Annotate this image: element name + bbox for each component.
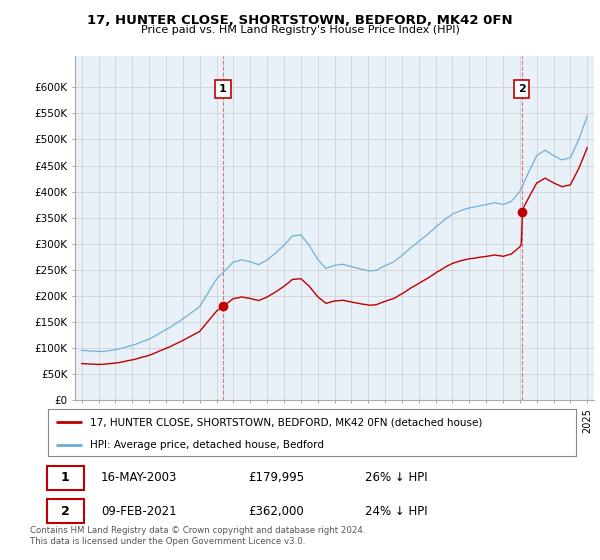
- Text: 1: 1: [219, 83, 227, 94]
- Text: 17, HUNTER CLOSE, SHORTSTOWN, BEDFORD, MK42 0FN (detached house): 17, HUNTER CLOSE, SHORTSTOWN, BEDFORD, M…: [90, 417, 482, 427]
- Text: 26% ↓ HPI: 26% ↓ HPI: [365, 472, 427, 484]
- Text: £179,995: £179,995: [248, 472, 305, 484]
- Text: Price paid vs. HM Land Registry's House Price Index (HPI): Price paid vs. HM Land Registry's House …: [140, 25, 460, 35]
- FancyBboxPatch shape: [47, 499, 84, 523]
- Text: 24% ↓ HPI: 24% ↓ HPI: [365, 505, 427, 517]
- Text: HPI: Average price, detached house, Bedford: HPI: Average price, detached house, Bedf…: [90, 440, 324, 450]
- Text: Contains HM Land Registry data © Crown copyright and database right 2024.
This d: Contains HM Land Registry data © Crown c…: [30, 526, 365, 546]
- Text: 17, HUNTER CLOSE, SHORTSTOWN, BEDFORD, MK42 0FN: 17, HUNTER CLOSE, SHORTSTOWN, BEDFORD, M…: [87, 14, 513, 27]
- Text: 09-FEB-2021: 09-FEB-2021: [101, 505, 176, 517]
- Text: 1: 1: [61, 472, 70, 484]
- Text: £362,000: £362,000: [248, 505, 304, 517]
- Text: 2: 2: [61, 505, 70, 517]
- Text: 2: 2: [518, 83, 526, 94]
- Text: 16-MAY-2003: 16-MAY-2003: [101, 472, 177, 484]
- FancyBboxPatch shape: [47, 466, 84, 490]
